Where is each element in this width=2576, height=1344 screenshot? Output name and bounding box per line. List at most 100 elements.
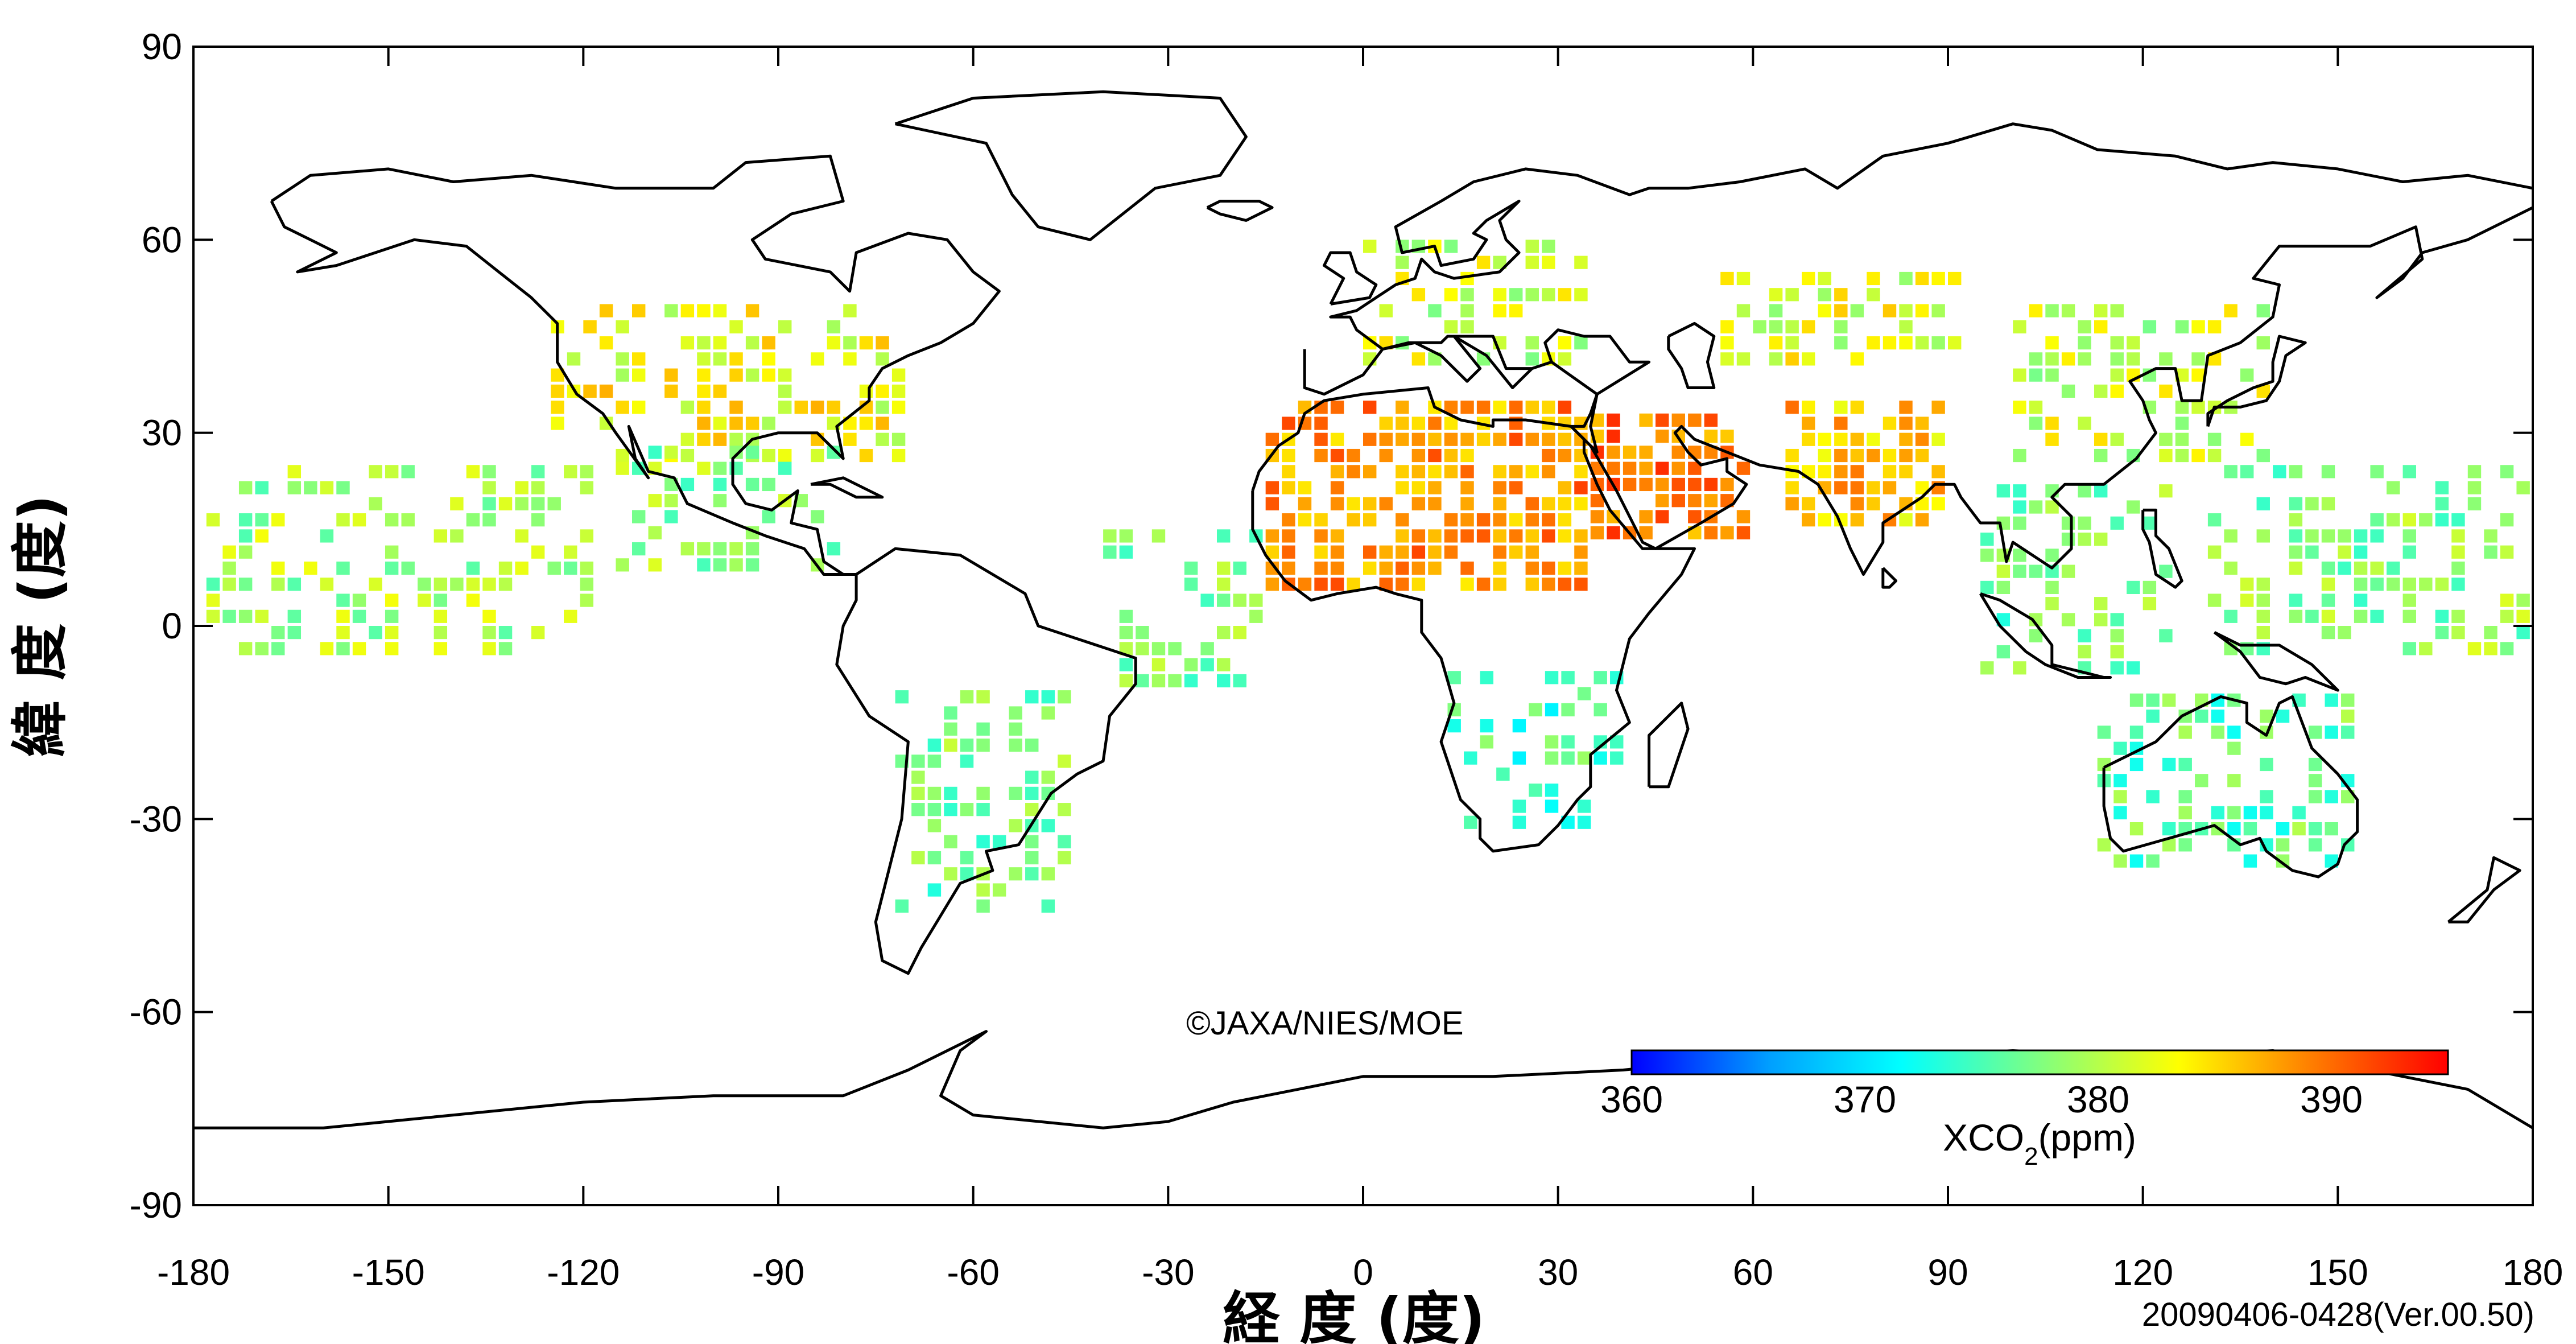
x-tick-label: 0 xyxy=(1353,1252,1373,1293)
xco2-cell xyxy=(1639,446,1653,459)
xco2-cell xyxy=(1509,481,1523,494)
xco2-cell xyxy=(2129,822,2144,836)
coastline-australia xyxy=(2102,695,2359,879)
xco2-cell xyxy=(1314,529,1328,543)
xco2-cell xyxy=(1529,784,1542,797)
xco2-cell xyxy=(1883,481,1897,494)
xco2-cell xyxy=(2110,629,2124,642)
xco2-cell xyxy=(697,432,711,446)
xco2-cell xyxy=(1867,432,1880,446)
xco2-cell xyxy=(2162,693,2176,707)
xco2-cell xyxy=(1330,497,1344,510)
xco2-cell xyxy=(2308,822,2322,836)
xco2-cell xyxy=(616,448,629,463)
xco2-cell xyxy=(1444,288,1458,302)
xco2-cell xyxy=(1411,578,1426,591)
xco2-cell xyxy=(1476,401,1491,414)
xco2-cell xyxy=(1200,658,1214,671)
xco2-cell xyxy=(2113,741,2127,755)
xco2-cell xyxy=(2191,448,2205,463)
xco2-cell xyxy=(1996,580,2011,595)
xco2-cell xyxy=(1639,413,1653,427)
xco2-cell xyxy=(778,320,792,333)
xco2-cell xyxy=(2370,609,2384,623)
xco2-cell xyxy=(1867,481,1880,494)
xco2-cell xyxy=(2354,561,2368,575)
xco2-cell xyxy=(729,558,743,572)
xco2-cell xyxy=(2467,481,2482,494)
xco2-cell xyxy=(680,304,695,318)
xco2-cell xyxy=(1736,271,1751,286)
xco2-cell xyxy=(1545,784,1559,797)
xco2-cell xyxy=(1041,786,1055,800)
xco2-cell xyxy=(1785,481,1799,494)
xco2-cell xyxy=(2321,529,2335,543)
xco2-cell xyxy=(255,513,269,527)
xco2-cell xyxy=(2045,597,2059,611)
xco2-cell xyxy=(713,477,727,492)
xco2-cell xyxy=(1980,661,1994,675)
xco2-cell xyxy=(2078,336,2091,350)
xco2-cell xyxy=(1136,642,1149,655)
xco2-cell xyxy=(1529,703,1542,716)
xco2-cell xyxy=(876,417,889,430)
xco2-cell xyxy=(2256,609,2270,623)
colorbar-title-subscript: 2 xyxy=(2024,1143,2038,1170)
xco2-cell xyxy=(1834,401,1848,414)
xco2-cell xyxy=(1802,401,1815,414)
xco2-cell xyxy=(2097,757,2111,772)
xco2-cell xyxy=(1428,448,1442,463)
xco2-cell xyxy=(2029,304,2043,318)
xco2-cell xyxy=(222,609,236,623)
xco2-cell xyxy=(1980,532,1994,546)
xco2-cell xyxy=(2243,854,2257,868)
xco2-cell xyxy=(2321,609,2335,623)
xco2-cell xyxy=(1347,578,1360,591)
xco2-cell xyxy=(664,446,678,459)
xco2-cell xyxy=(1379,304,1393,318)
xco2-cell xyxy=(1282,561,1295,575)
xco2-cell xyxy=(1509,513,1523,527)
xco2-cell xyxy=(1493,481,1506,494)
xco2-cell xyxy=(599,384,613,398)
xco2-cell xyxy=(1480,671,1494,685)
xco2-cell xyxy=(1688,477,1702,492)
xco2-cell xyxy=(2178,725,2192,739)
xco2-cell xyxy=(1509,401,1523,414)
xco2-cell xyxy=(1720,430,1734,443)
xco2-cell xyxy=(2484,626,2497,640)
xco2-cell xyxy=(1931,336,1945,350)
xco2-cell xyxy=(2260,757,2273,772)
xco2-cell xyxy=(1151,642,1166,655)
xco2-cell xyxy=(843,432,857,446)
xco2-cell xyxy=(1561,751,1575,765)
xco2-cell xyxy=(1720,477,1734,492)
xco2-cell xyxy=(1217,529,1231,543)
xco2-cell xyxy=(385,513,399,527)
xco2-cell xyxy=(238,609,253,623)
xco2-cell xyxy=(255,642,269,655)
period-text: 20090406-0428(Ver.00.50) xyxy=(2142,1296,2534,1333)
xco2-cell xyxy=(2354,578,2368,591)
xco2-cell xyxy=(2078,484,2091,498)
xco2-cell xyxy=(697,401,711,414)
xco2-cell xyxy=(1590,526,1604,539)
xco2-cell xyxy=(2146,693,2160,707)
xco2-cell xyxy=(1525,255,1539,269)
xco2-cell xyxy=(745,336,759,350)
xco2-cell xyxy=(2061,384,2075,398)
xco2-cell xyxy=(2110,613,2124,626)
colorbar-title-main: XCO xyxy=(1943,1116,2024,1159)
xco2-cell xyxy=(2110,304,2124,318)
xco2-cell xyxy=(1720,271,1734,286)
xco2-cell xyxy=(827,320,841,333)
xco2-cell xyxy=(1639,461,1653,475)
xco2-cell xyxy=(1899,320,1913,333)
xco2-cell xyxy=(1428,545,1442,559)
xco2-cell xyxy=(2045,580,2059,595)
xco2-cell xyxy=(616,558,629,572)
xco2-cell xyxy=(1363,497,1377,510)
xco2-cell xyxy=(1834,336,1848,350)
xco2-cell xyxy=(1545,703,1559,716)
xco2-cell xyxy=(1607,413,1620,427)
